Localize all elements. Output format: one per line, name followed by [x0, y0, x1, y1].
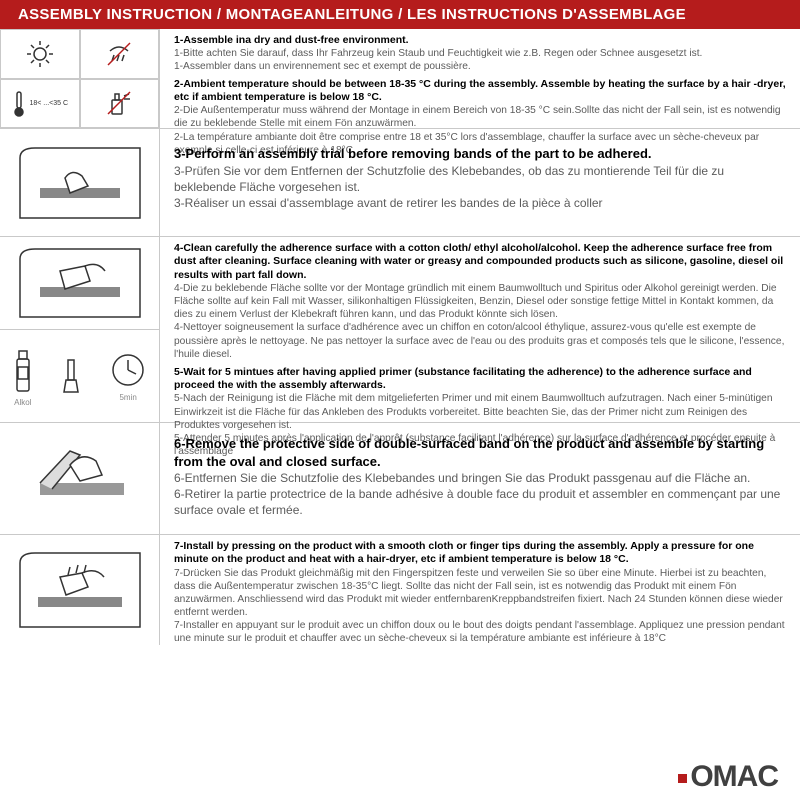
- step3-de: 3-Prüfen Sie vor dem Entfernen der Schut…: [174, 163, 788, 195]
- step7-de: 7-Drücken Sie das Produkt gleichmäßig mi…: [174, 567, 788, 619]
- no-rain-icon: [80, 29, 160, 79]
- step-row-4: 6-Remove the protective side of double-s…: [0, 423, 800, 535]
- step6-fr: 6-Retirer la partie protectrice de la ba…: [174, 486, 788, 518]
- step-row-3: Alkol 5min 4-Clean carefully the adheren…: [0, 237, 800, 423]
- step2-en: 2-Ambient temperature should be between …: [174, 78, 788, 105]
- logo-dot-icon: [678, 774, 687, 783]
- timer-label: 5min: [108, 393, 148, 402]
- step-7-text: 7-Install by pressing on the product wit…: [160, 535, 800, 645]
- step2-de: 2-Die Außentemperatur muss während der M…: [174, 104, 788, 130]
- step6-de: 6-Entfernen Sie die Schutzfolie des Kleb…: [174, 470, 788, 486]
- illustration-clean-primer: Alkol 5min: [0, 237, 160, 422]
- page-title: ASSEMBLY INSTRUCTION / MONTAGEANLEITUNG …: [0, 0, 800, 29]
- step4-fr: 4-Nettoyer soigneusement la surface d'ad…: [174, 321, 788, 360]
- step-row-1: 18< ...<35 C 1-Assemble ina dry and dust…: [0, 29, 800, 129]
- step7-en: 7-Install by pressing on the product wit…: [174, 540, 788, 567]
- step-4-5-text: 4-Clean carefully the adherence surface …: [160, 237, 800, 422]
- step3-en: 3-Perform an assembly trial before remov…: [174, 145, 788, 163]
- step3-fr: 3-Réaliser un essai d'assemblage avant d…: [174, 195, 788, 211]
- brush-icon: [56, 356, 86, 396]
- step-row-2: 3-Perform an assembly trial before remov…: [0, 129, 800, 237]
- thermometer-icon: 18< ...<35 C: [0, 79, 80, 129]
- step1-en: 1-Assemble ina dry and dust-free environ…: [174, 34, 788, 47]
- step-1-2-text: 1-Assemble ina dry and dust-free environ…: [160, 29, 800, 128]
- logo-text: OMAC: [690, 760, 778, 793]
- step-row-5: 7-Install by pressing on the product wit…: [0, 535, 800, 645]
- step7-fr: 7-Installer en appuyant sur le produit a…: [174, 619, 788, 645]
- step5-en: 5-Wait for 5 mintues after having applie…: [174, 366, 788, 393]
- sun-icon: [0, 29, 80, 79]
- brand-logo: OMAC: [678, 760, 778, 794]
- step-6-text: 6-Remove the protective side of double-s…: [160, 423, 800, 534]
- step6-en: 6-Remove the protective side of double-s…: [174, 435, 788, 470]
- illustration-environment: 18< ...<35 C: [0, 29, 160, 128]
- no-spray-icon: [80, 79, 160, 129]
- illustration-remove-tape: [0, 423, 160, 534]
- step1-fr: 1-Assembler dans un envirennement sec et…: [174, 60, 788, 73]
- step-3-text: 3-Perform an assembly trial before remov…: [160, 129, 800, 236]
- bottle-label: Alkol: [11, 398, 35, 407]
- temperature-range: 18< ...<35 C: [29, 100, 68, 107]
- clock-icon: [108, 350, 148, 390]
- step1-de: 1-Bitte achten Sie darauf, dass Ihr Fahr…: [174, 47, 788, 60]
- illustration-press: [0, 535, 160, 645]
- step4-en: 4-Clean carefully the adherence surface …: [174, 242, 788, 282]
- step4-de: 4-Die zu beklebende Fläche sollte vor de…: [174, 282, 788, 321]
- illustration-trial: [0, 129, 160, 236]
